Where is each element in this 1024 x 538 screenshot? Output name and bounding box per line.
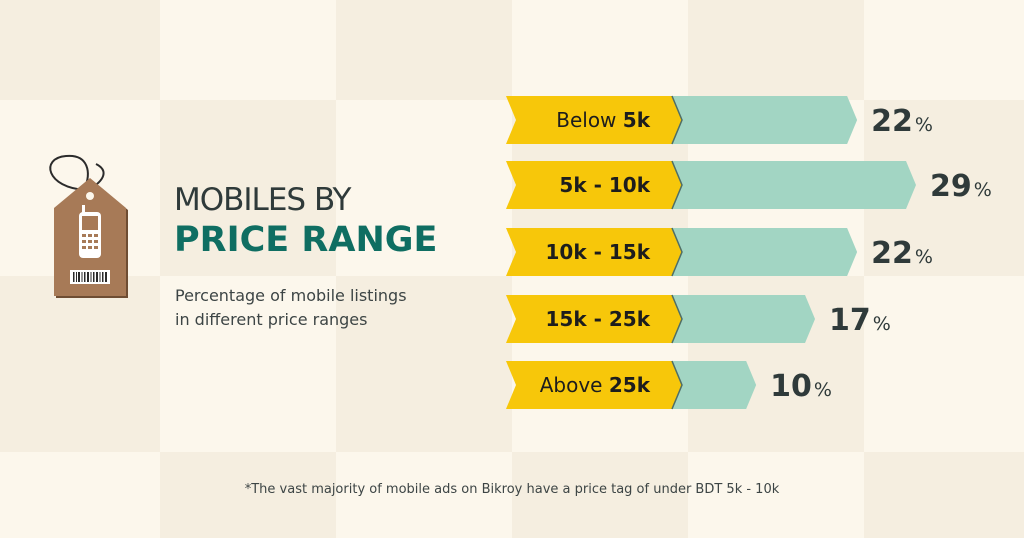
value-number: 22 [871, 104, 913, 139]
category-label-plain: Above [540, 373, 609, 397]
category-label-bold: 5k [623, 108, 651, 132]
arrow-edge [671, 227, 683, 277]
category-arrow [506, 228, 682, 276]
arrow-edge [671, 294, 683, 344]
category-label: Above 25k [540, 373, 651, 397]
category-label-bold: 10k - 15k [546, 240, 651, 264]
category-arrow [506, 361, 682, 409]
value-unit: % [915, 246, 933, 268]
title-line-2: PRICE RANGE [174, 220, 438, 260]
arrow-edge [671, 360, 683, 410]
category-arrow [506, 96, 682, 144]
arrow-edge [671, 95, 683, 145]
value-label: 29% [930, 169, 992, 204]
category-arrow [506, 295, 682, 343]
footnote: *The vast majority of mobile ads on Bikr… [244, 482, 780, 497]
category-label-bold: 15k - 25k [546, 307, 651, 331]
subtitle-line-2: in different price ranges [175, 310, 368, 329]
category-label: Below 5k [556, 108, 650, 132]
category-label: 15k - 25k [546, 307, 651, 331]
bar [662, 96, 858, 144]
bar-row: Above 25k 10% [506, 360, 832, 410]
value-number: 10 [770, 369, 812, 404]
bar [662, 361, 757, 409]
value-label: 22% [871, 236, 933, 271]
category-label-bold: 25k [609, 373, 651, 397]
subtitle-line-1: Percentage of mobile listings [175, 286, 407, 305]
category-arrow [506, 161, 682, 209]
value-number: 22 [871, 236, 913, 271]
value-label: 17% [829, 303, 891, 338]
title-line-1: MOBILES BY [174, 182, 351, 218]
bar-row: Below 5k 22% [506, 95, 933, 145]
value-unit: % [915, 114, 933, 136]
value-unit: % [814, 379, 832, 401]
arrow-edge [671, 160, 683, 210]
bar [662, 228, 858, 276]
bar-row: 15k - 25k 17% [506, 294, 891, 344]
bar-row: 10k - 15k 22% [506, 227, 933, 277]
value-label: 22% [871, 104, 933, 139]
bar [662, 161, 916, 209]
category-label: 10k - 15k [546, 240, 651, 264]
subtitle: Percentage of mobile listings in differe… [175, 284, 475, 332]
bar-row: 5k - 10k 29% [506, 160, 992, 210]
value-unit: % [873, 313, 891, 335]
category-label-plain: Below [556, 108, 623, 132]
value-unit: % [974, 179, 992, 201]
category-label-bold: 5k - 10k [559, 173, 650, 197]
value-number: 29 [930, 169, 972, 204]
value-label: 10% [770, 369, 832, 404]
category-label: 5k - 10k [559, 173, 650, 197]
price-tag-with-phone-and-barcode-icon [49, 154, 128, 298]
value-number: 17 [829, 303, 871, 338]
bar [662, 295, 816, 343]
